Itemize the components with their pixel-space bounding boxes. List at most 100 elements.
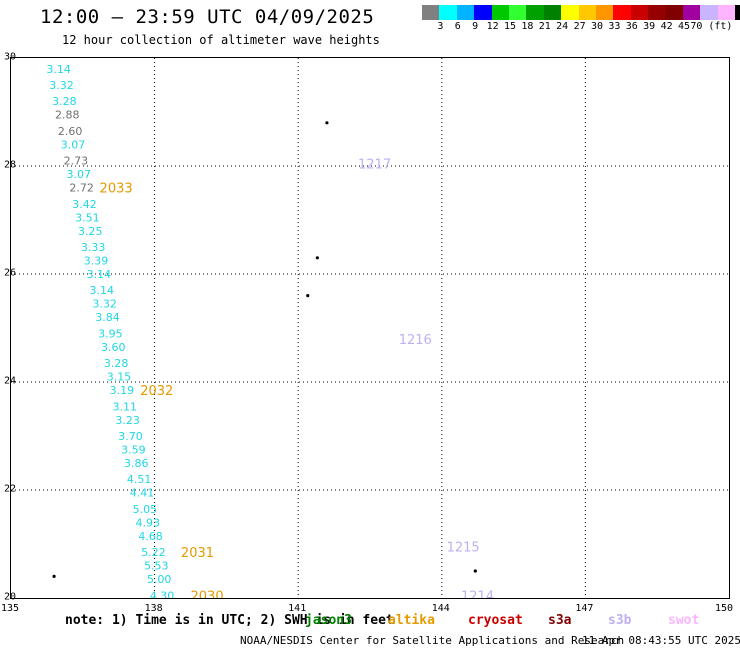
wave-height-value: 5.05	[133, 503, 158, 516]
legend-satellite-jason3: jason3	[305, 613, 352, 628]
pass-time-label: 2031	[181, 546, 214, 561]
legend-satellite-s3a: s3a	[548, 613, 572, 628]
wave-height-value: 2.73	[64, 155, 89, 168]
lon-tick-label: 141	[288, 603, 307, 614]
wave-height-value: 3.84	[95, 311, 120, 324]
colorbar-swatch	[630, 5, 649, 20]
lon-tick-label: 135	[0, 603, 20, 614]
wave-height-value: 2.88	[55, 109, 80, 122]
wave-height-value: 3.23	[115, 414, 140, 427]
colorbar-label: 42	[660, 21, 673, 32]
colorbar-label: 6	[454, 21, 461, 32]
island-marker	[325, 121, 329, 125]
wave-height-value: 3.28	[52, 95, 76, 108]
lat-tick-label: 28	[4, 159, 17, 171]
map-svg: 3.143.323.282.882.603.072.733.072.723.42…	[11, 58, 729, 598]
map-subtitle: 12 hour collection of altimeter wave hei…	[62, 33, 380, 47]
wave-height-value: 3.07	[61, 138, 86, 151]
colorbar-swatch	[491, 5, 509, 20]
colorbar-swatch	[508, 5, 527, 20]
colorbar-swatch	[700, 5, 718, 20]
map-plot-area: 3.14 3.32 3.28 2.88 2.60 3.07 2.73 3.07 2.72 3.42…	[10, 57, 730, 599]
pass-time-label: 2032	[140, 384, 173, 399]
pass-time-label: 2030	[191, 589, 224, 598]
colorbar-label: 39	[643, 21, 656, 32]
colorbar-label: 30	[590, 21, 604, 32]
map-title: 12:00 — 23:59 UTC 04/09/2025	[40, 6, 375, 28]
wave-height-value: 3.07	[67, 168, 92, 181]
colorbar-label: 15	[503, 21, 517, 32]
colorbar-label: 27	[573, 21, 586, 32]
colorbar-label: 9	[472, 21, 479, 32]
wave-height-value: 3.14	[46, 63, 71, 76]
legend-satellite-cryosat: cryosat	[468, 613, 523, 628]
wave-height-value: 3.14	[87, 268, 112, 281]
colorbar-swatch	[543, 5, 562, 20]
legend-note: note: 1) Time is in UTC; 2) SWH is in fe…	[65, 613, 394, 628]
footer-timestamp: 11 Apr 08:43:55 UTC 2025	[582, 634, 740, 647]
wave-height-value: 3.60	[101, 341, 126, 354]
wave-height-value: 3.95	[98, 327, 123, 340]
wave-height-value: 3.42	[72, 198, 97, 211]
wave-height-value: 3.70	[118, 430, 143, 443]
wave-height-value: 4.68	[138, 530, 163, 543]
wave-height-value: 2.72	[69, 182, 94, 195]
colorbar-swatch	[717, 5, 736, 20]
wave-height-value: 3.33	[81, 241, 106, 254]
pass-time-label: 1214	[461, 589, 494, 598]
colorbar-label: 45	[677, 21, 691, 32]
footer-credit: NOAA/NESDIS Center for Satellite Applica…	[240, 634, 625, 647]
colorbar-labels: 3 6 9 12 15 18 21 24 27 30 33 36 39 42 45 70 (ft)	[422, 21, 738, 33]
colorbar-swatch	[682, 5, 701, 20]
colorbar-label: 70 (ft)	[690, 21, 733, 32]
wave-height-value: 4.41	[130, 487, 155, 500]
wave-height-value: 3.51	[75, 211, 100, 224]
lon-tick-label: 150	[714, 603, 734, 614]
pass-time-label: 1215	[447, 541, 480, 556]
lat-tick-label: 20	[4, 591, 17, 603]
colorbar-swatch	[422, 5, 440, 20]
wave-height-value: 5.53	[144, 560, 169, 573]
wave-height-value: 3.11	[112, 400, 136, 413]
lat-tick-label: 24	[4, 375, 17, 387]
colorbar-swatch	[526, 5, 544, 20]
island-marker	[52, 574, 56, 579]
colorbar-swatch	[578, 5, 596, 20]
pass-time-label: 1217	[358, 157, 391, 172]
lon-tick-label: 147	[575, 603, 594, 614]
wave-height-value: 3.15	[107, 371, 132, 384]
wave-height-value: 3.14	[90, 284, 115, 297]
island-marker	[315, 256, 319, 260]
colorbar	[422, 5, 740, 20]
colorbar-label: 33	[608, 21, 621, 32]
lat-tick-label: 26	[4, 267, 17, 279]
island-marker	[306, 294, 310, 298]
colorbar-swatch	[474, 5, 492, 20]
wave-height-value: 3.86	[124, 457, 149, 470]
colorbar-swatch	[456, 5, 475, 20]
wave-height-value: 3.25	[78, 225, 103, 238]
pass-time-label: 2033	[100, 182, 133, 197]
colorbar-swatch	[613, 5, 631, 20]
wave-height-value: 5.00	[147, 573, 172, 586]
colorbar-swatch	[439, 5, 457, 20]
colorbar-swatch	[648, 5, 666, 20]
island-marker	[473, 569, 477, 573]
legend-satellite-s3b: s3b	[608, 613, 632, 628]
colorbar-swatch	[595, 5, 614, 20]
colorbar-label: 24	[556, 21, 569, 32]
wave-height-value: 3.32	[92, 298, 117, 311]
legend-satellite-altika: altika	[388, 613, 435, 628]
wave-height-value: 3.19	[110, 384, 135, 397]
wave-height-value: 3.28	[104, 357, 128, 370]
colorbar-label: 21	[538, 21, 551, 32]
colorbar-label: 3	[437, 21, 444, 32]
colorbar-swatch	[735, 5, 740, 20]
colorbar-swatch	[665, 5, 683, 20]
legend-satellite-swot: swot	[668, 613, 700, 628]
wave-height-value: 4.51	[127, 473, 152, 486]
pass-time-label: 1216	[399, 333, 432, 348]
colorbar-swatch	[561, 5, 579, 20]
lon-tick-label: 138	[144, 603, 163, 614]
wave-height-value: 4.93	[135, 516, 160, 529]
